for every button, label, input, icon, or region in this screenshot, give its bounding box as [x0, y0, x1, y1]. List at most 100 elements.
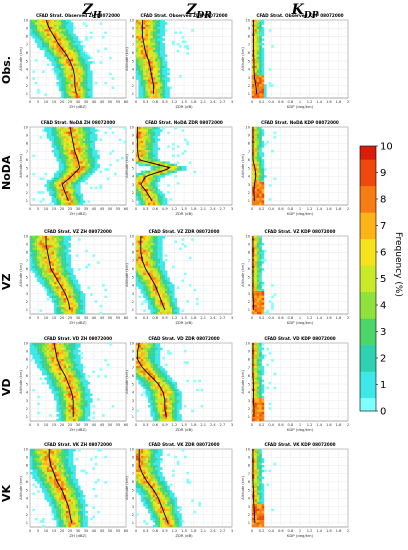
heatmap-cell	[254, 307, 257, 310]
heatmap-cell	[138, 75, 141, 78]
heatmap-cell	[136, 63, 139, 67]
heatmap-cell	[51, 272, 55, 276]
heatmap-cell	[37, 347, 40, 351]
heatmap-cell	[259, 70, 262, 73]
heatmap-cell	[162, 172, 165, 176]
heatmap-cell	[172, 386, 175, 390]
heatmap-cell	[56, 286, 59, 289]
heatmap-cell	[44, 272, 47, 276]
heatmap-cell	[259, 300, 262, 303]
heatmap-cell	[73, 143, 76, 146]
heatmap-cell	[164, 270, 168, 273]
heatmap-cell	[68, 72, 71, 76]
heatmap-cell	[63, 393, 67, 396]
heatmap-cell	[85, 147, 88, 151]
heatmap-cell	[143, 31, 146, 34]
heatmap-cell	[261, 195, 265, 199]
heatmap-cell	[61, 84, 64, 87]
heatmap-cell	[56, 272, 59, 276]
heatmap-cell	[138, 40, 141, 44]
heatmap-cell	[252, 202, 255, 206]
heatmap-cell	[85, 93, 88, 96]
x-tick-label: 0	[29, 316, 32, 320]
heatmap-cell	[155, 297, 158, 301]
heatmap-cell	[70, 356, 74, 360]
heatmap-cell	[157, 52, 161, 55]
heatmap-cell	[261, 186, 265, 190]
heatmap-cell	[51, 391, 55, 394]
heatmap-cell	[80, 156, 83, 160]
heatmap-cell	[143, 191, 146, 194]
heatmap-cell	[261, 254, 265, 257]
heatmap-cell	[167, 79, 170, 83]
x-tick-label: 30	[76, 100, 81, 104]
heatmap-cell	[138, 177, 141, 180]
heatmap-cell	[44, 36, 47, 39]
heatmap-cell	[49, 240, 52, 244]
heatmap-cell	[73, 377, 76, 380]
heatmap-cell	[75, 72, 79, 76]
heatmap-cell	[37, 88, 40, 92]
heatmap-cell	[70, 168, 74, 171]
heatmap-cell	[148, 45, 151, 48]
heatmap-cell	[152, 147, 156, 151]
heatmap-cell	[90, 70, 93, 73]
heatmap-cell	[66, 261, 69, 264]
heatmap-cell	[148, 270, 151, 273]
heatmap-cell	[145, 368, 149, 371]
heatmap-cell	[138, 188, 141, 192]
heatmap-cell	[157, 40, 161, 44]
heatmap-cell	[152, 349, 156, 353]
heatmap-cell	[259, 88, 262, 92]
heatmap-cell	[82, 81, 86, 85]
heatmap-cell	[196, 388, 199, 392]
heatmap-cell	[56, 154, 59, 158]
heatmap-cell	[145, 236, 149, 239]
heatmap-cell	[259, 195, 262, 199]
heatmap-cell	[82, 168, 86, 171]
heatmap-cell	[37, 240, 40, 244]
heatmap-cell	[78, 93, 81, 96]
heatmap-cell	[58, 356, 62, 360]
heatmap-cell	[90, 36, 93, 39]
x-tick-label: 55	[116, 100, 121, 104]
heatmap-cell	[75, 284, 79, 287]
heatmap-cell	[97, 149, 100, 153]
heatmap-cell	[56, 375, 59, 378]
heatmap-cell	[75, 79, 79, 83]
heatmap-cell	[37, 354, 40, 357]
heatmap-cell	[150, 345, 153, 348]
heatmap-cell	[75, 375, 79, 378]
heatmap-cell	[80, 418, 83, 422]
heatmap-cell	[49, 286, 52, 289]
heatmap-cell	[148, 384, 151, 387]
x-tick-label: 2.7	[220, 316, 226, 320]
heatmap-cell	[73, 166, 76, 169]
heatmap-cell	[58, 143, 62, 146]
heatmap-cell	[63, 272, 67, 276]
heatmap-cell	[90, 293, 93, 296]
heatmap-cell	[37, 40, 40, 44]
x-tick-label: 3	[231, 316, 233, 320]
heatmap-cell	[34, 26, 38, 30]
heatmap-cell	[172, 284, 175, 287]
heatmap-cell	[155, 272, 158, 276]
heatmap-cell	[145, 161, 149, 164]
heatmap-cell	[152, 129, 156, 132]
heatmap-cell	[82, 149, 86, 153]
heatmap-cell	[61, 200, 64, 203]
heatmap-cell	[85, 168, 88, 171]
x-tick-label: 0	[251, 316, 254, 320]
heatmap-cell	[80, 200, 83, 203]
heatmap-cell	[261, 65, 265, 69]
heatmap-cell	[97, 375, 100, 378]
y-tick-label: 9	[132, 27, 135, 31]
heatmap-cell	[140, 368, 144, 371]
heatmap-cell	[259, 93, 262, 96]
heatmap-cell	[56, 275, 59, 278]
heatmap-cell	[68, 277, 71, 280]
heatmap-cell	[63, 304, 67, 308]
heatmap-cell	[56, 65, 59, 69]
heatmap-cell	[176, 145, 180, 148]
heatmap-cell	[145, 184, 149, 187]
